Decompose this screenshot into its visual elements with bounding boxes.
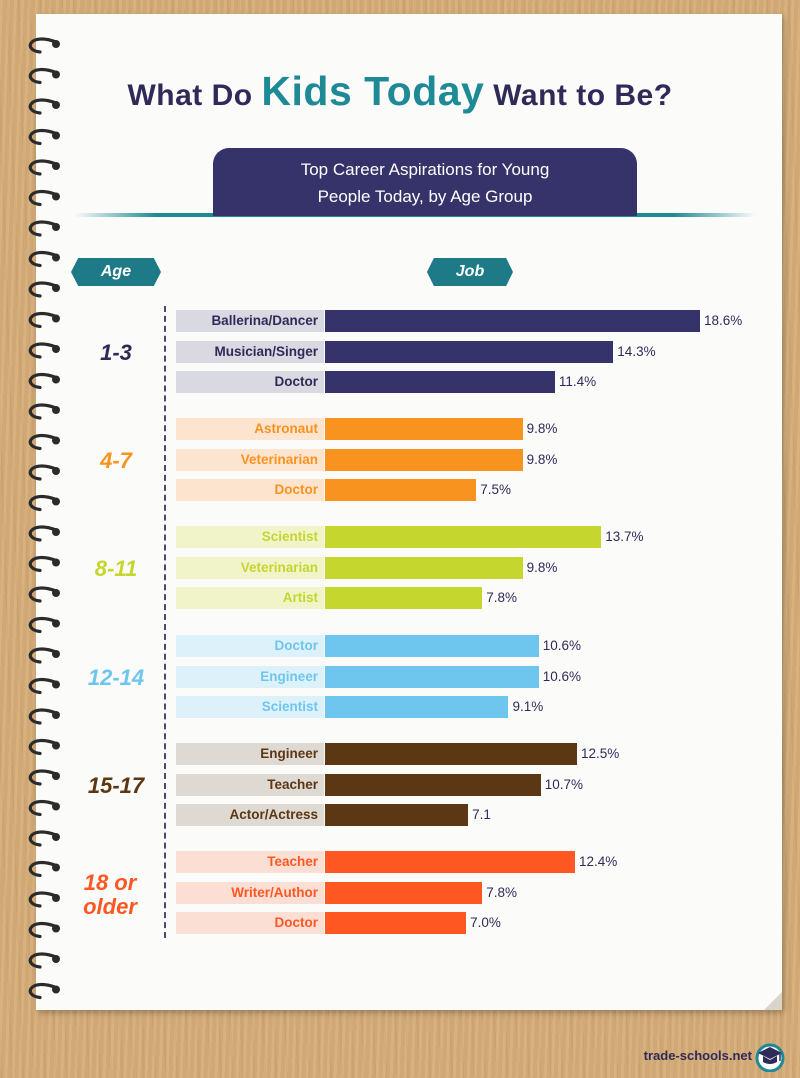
bar-value-label: 7.8% bbox=[486, 884, 518, 900]
bar-category-label: Teacher bbox=[176, 773, 324, 796]
bar bbox=[325, 526, 602, 548]
title-part-1: What Do bbox=[127, 79, 262, 112]
age-group-label: 15-17 bbox=[87, 773, 145, 798]
bar bbox=[325, 804, 469, 826]
bar bbox=[325, 881, 483, 904]
bar-category-label: Engineer bbox=[176, 743, 324, 765]
age-group-label: 8-11 bbox=[94, 556, 138, 581]
bar-value-label: 11.4% bbox=[558, 374, 597, 389]
bar-value-label: 9.8% bbox=[526, 451, 558, 467]
age-column-header: Age bbox=[71, 258, 161, 286]
paper-corner bbox=[764, 992, 782, 1010]
age-group-label: 18 or older bbox=[83, 870, 137, 919]
bar-value-label: 18.6% bbox=[704, 313, 743, 328]
bar bbox=[325, 556, 523, 579]
bar-category-label: Astronaut bbox=[176, 418, 324, 440]
bar-value-label: 10.6% bbox=[542, 668, 581, 684]
bar-value-label: 10.6% bbox=[542, 638, 581, 653]
subtitle-line-1: Top Career Aspirations for Young bbox=[300, 160, 550, 179]
bar-value-label: 7.1 bbox=[472, 807, 491, 822]
bar-category-label: Doctor bbox=[176, 479, 324, 501]
bar-category-label: Scientist bbox=[176, 696, 324, 718]
bar bbox=[325, 448, 523, 471]
subtitle-line-2: People Today, by Age Group bbox=[317, 187, 533, 206]
bar-category-label: Actor/Actress bbox=[176, 804, 324, 826]
bar-value-label: 9.8% bbox=[526, 421, 558, 436]
age-group-label: 1-3 bbox=[100, 340, 132, 365]
graduation-cap-logo-icon bbox=[755, 1043, 785, 1072]
bar-category-label: Veterinarian bbox=[176, 448, 324, 471]
bar bbox=[325, 418, 523, 440]
bar bbox=[325, 635, 539, 657]
bar-value-label: 12.5% bbox=[581, 746, 620, 761]
bar bbox=[325, 773, 541, 796]
bar-value-label: 9.8% bbox=[526, 559, 558, 575]
bar bbox=[325, 696, 509, 718]
title-part-2: Want to Be? bbox=[484, 79, 673, 112]
bar-value-label: 14.3% bbox=[617, 343, 656, 359]
bar-value-label: 9.1% bbox=[512, 699, 544, 714]
bar-category-label: Artist bbox=[176, 587, 324, 609]
bar bbox=[325, 479, 477, 501]
bar-category-label: Scientist bbox=[176, 526, 324, 548]
bar bbox=[325, 851, 575, 873]
bar bbox=[325, 340, 614, 363]
bar-value-label: 12.4% bbox=[579, 854, 618, 869]
page-title: What Do Kids Today Want to Be? bbox=[0, 68, 800, 115]
bar-category-label: Doctor bbox=[176, 635, 324, 657]
bar-category-label: Doctor bbox=[176, 371, 324, 393]
bar-category-label: Ballerina/Dancer bbox=[176, 310, 324, 332]
bar-category-label: Veterinarian bbox=[176, 556, 324, 579]
bar bbox=[325, 912, 467, 934]
bar-value-label: 7.8% bbox=[486, 590, 518, 605]
bar-value-label: 13.7% bbox=[605, 529, 644, 544]
bar bbox=[325, 665, 539, 688]
bar-value-label: 7.5% bbox=[480, 482, 511, 497]
bar bbox=[325, 371, 555, 393]
bar-category-label: Engineer bbox=[176, 665, 324, 688]
bar-value-label: 10.7% bbox=[544, 776, 583, 792]
bar bbox=[325, 587, 483, 609]
bar-value-label: 7.0% bbox=[470, 915, 501, 930]
bar-category-label: Musician/Singer bbox=[176, 340, 324, 363]
title-highlight: Kids Today bbox=[261, 68, 485, 114]
brand-name: trade-schools.net bbox=[643, 1048, 752, 1063]
age-group-label: 12-14 bbox=[87, 665, 145, 690]
bar-category-label: Doctor bbox=[176, 912, 324, 934]
age-divider bbox=[164, 306, 166, 938]
bar bbox=[325, 310, 700, 332]
job-column-header: Job bbox=[427, 258, 513, 286]
bar-category-label: Teacher bbox=[176, 851, 324, 873]
age-group-label: 4-7 bbox=[100, 448, 132, 473]
bar-category-label: Writer/Author bbox=[176, 881, 324, 904]
chart-subtitle: Top Career Aspirations for Young People … bbox=[213, 148, 637, 216]
bar bbox=[325, 743, 578, 765]
